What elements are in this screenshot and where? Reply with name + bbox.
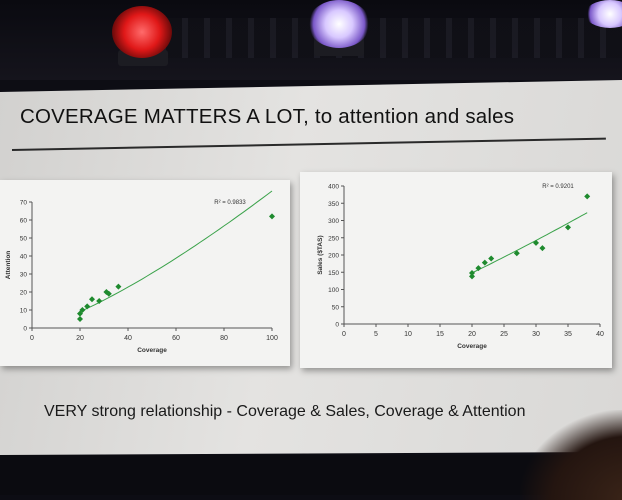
y-tick-label: 60 [20, 218, 28, 225]
y-tick-label: 30 [20, 272, 28, 279]
data-point [533, 239, 539, 246]
x-tick-label: 15 [436, 331, 444, 338]
data-point [513, 250, 520, 257]
audience-head [520, 410, 622, 500]
y-tick-label: 0 [335, 322, 339, 329]
y-tick-label: 0 [23, 326, 27, 333]
data-point [79, 307, 86, 313]
x-tick-label: 100 [266, 335, 278, 342]
y-tick-label: 250 [328, 235, 339, 242]
y-tick-label: 150 [328, 270, 339, 277]
y-tick-label: 40 [20, 254, 28, 261]
trendline [471, 212, 588, 274]
x-tick-label: 0 [30, 335, 34, 342]
audience-area [0, 455, 622, 495]
data-point [584, 193, 591, 200]
data-point [77, 316, 83, 322]
y-axis-label: Attention [5, 251, 12, 280]
y-tick-label: 400 [328, 184, 339, 191]
sales-scatter-chart: 0 50 100 150 200 250 300 350 400 0 5 10 15 20 25 30 35 40… [317, 184, 604, 351]
y-axis-label: Sales ($TAS) [317, 235, 324, 274]
data-point [481, 259, 488, 266]
data-point [96, 298, 103, 304]
data-point [488, 255, 495, 262]
lighting-truss [160, 18, 622, 58]
slide-title: COVERAGE MATTERS A LOT, to attention and… [20, 105, 515, 128]
y-tick-label: 350 [328, 201, 339, 208]
data-point [77, 310, 83, 317]
y-tick-label: 200 [328, 253, 339, 260]
x-axis-label: Coverage [457, 343, 487, 350]
r-squared-annotation: R² = 0.9833 [214, 200, 246, 206]
y-tick-label: 50 [332, 304, 340, 311]
x-tick-label: 30 [532, 331, 540, 338]
red-stage-light-icon [112, 6, 172, 58]
y-tick-label: 300 [328, 218, 339, 225]
y-tick-label: 70 [20, 200, 28, 207]
x-tick-label: 60 [172, 335, 180, 342]
trendline [79, 190, 273, 313]
sales-chart-panel: 0 50 100 150 200 250 300 350 400 0 5 10 15 20 25 30 35 40… [300, 172, 612, 368]
r-squared-annotation: R² = 0.9201 [542, 184, 574, 190]
x-tick-label: 25 [500, 331, 508, 338]
data-point [105, 290, 112, 297]
x-tick-label: 5 [374, 331, 378, 338]
x-tick-label: 35 [564, 331, 572, 338]
data-point [269, 213, 275, 220]
x-tick-label: 40 [124, 335, 132, 342]
purple-stage-light-icon [308, 0, 370, 48]
y-tick-label: 10 [20, 308, 28, 315]
data-point [565, 224, 571, 231]
data-point [115, 283, 122, 290]
stage-ceiling [0, 0, 622, 80]
x-tick-label: 10 [404, 331, 412, 338]
data-point [475, 265, 482, 272]
attention-chart-panel: 0 10 20 30 40 50 60 70 0 20 40 60 80 100 Coverage Atten… [0, 180, 290, 366]
x-axis-label: Coverage [137, 347, 167, 354]
purple-stage-light-icon [585, 0, 622, 28]
x-tick-label: 20 [76, 335, 84, 342]
data-point [469, 273, 475, 280]
data-point [84, 303, 91, 310]
data-point [469, 269, 475, 276]
data-point [539, 245, 546, 252]
y-tick-label: 100 [328, 287, 339, 294]
y-tick-label: 20 [20, 290, 28, 297]
x-tick-label: 20 [468, 331, 476, 338]
x-tick-label: 80 [220, 335, 228, 342]
x-tick-label: 0 [342, 331, 346, 338]
y-tick-label: 50 [20, 236, 28, 243]
attention-scatter-chart: 0 10 20 30 40 50 60 70 0 20 40 60 80 100 Coverage Atten… [5, 190, 278, 354]
data-point [89, 296, 95, 303]
x-tick-label: 40 [596, 331, 604, 338]
slide-caption: VERY strong relationship - Coverage & Sa… [44, 403, 526, 420]
